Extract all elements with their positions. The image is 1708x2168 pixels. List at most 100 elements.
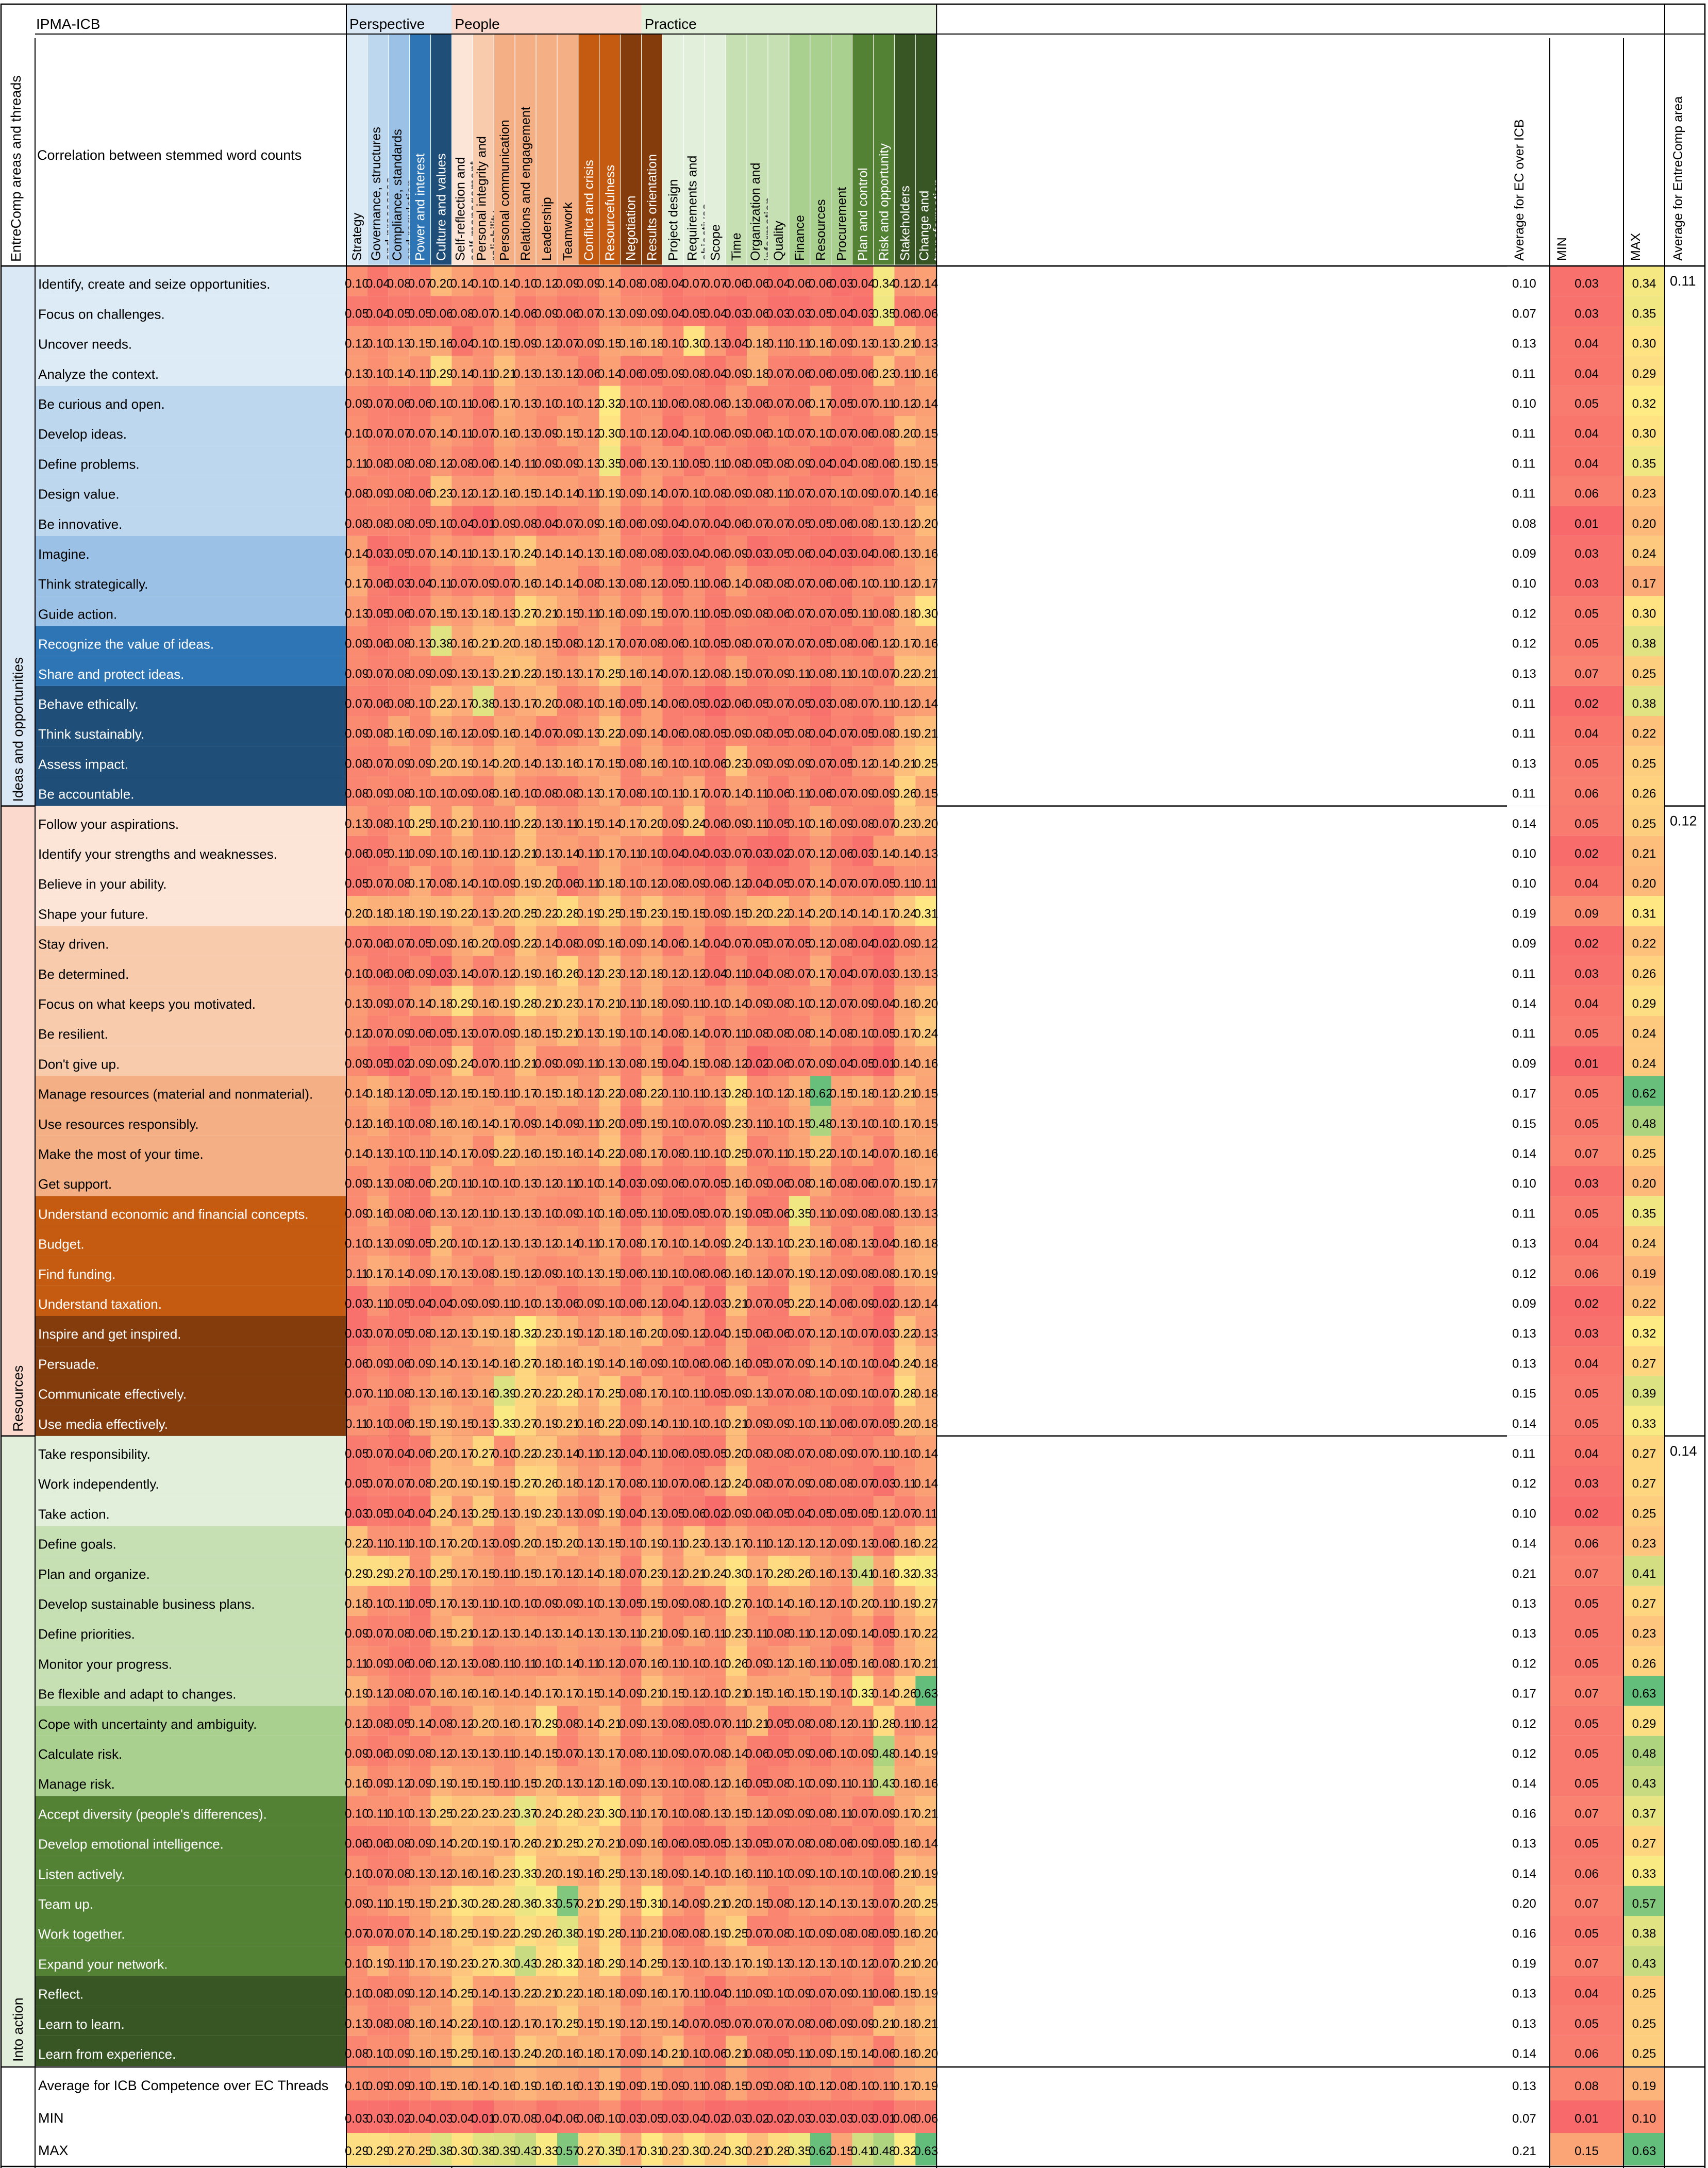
summary-cell-value: 0.03 <box>1575 547 1599 561</box>
heatmap-cell-value: 0.48 <box>809 1117 833 1131</box>
heatmap-cell-value: 0.14 <box>387 1267 411 1281</box>
heatmap-cell-value: 0.06 <box>788 367 812 381</box>
summary-cell-value: 0.05 <box>1575 397 1599 411</box>
heatmap-cell-value: 0.14 <box>682 937 706 951</box>
heatmap-cell <box>620 266 642 296</box>
heatmap-cell-value: 0.08 <box>408 1477 432 1491</box>
summary-cell-value: 0.10 <box>1512 397 1536 411</box>
heatmap-cell-value: 0.13 <box>366 1147 390 1161</box>
heatmap-cell <box>831 476 852 506</box>
heatmap-cell-value: 0.17 <box>577 757 601 771</box>
heatmap-cell-value: 0.23 <box>682 1537 706 1551</box>
heatmap-cell-value: 0.16 <box>809 817 833 831</box>
heatmap-cell-value: 0.14 <box>682 1027 706 1041</box>
heatmap-cell-value: 0.07 <box>766 2017 791 2031</box>
footer-cell-value: 0.23 <box>661 2144 685 2158</box>
heatmap-cell-value: 0.21 <box>893 757 917 771</box>
heatmap-cell <box>726 416 747 446</box>
heatmap-cell-value: 0.25 <box>598 667 622 681</box>
heatmap-cell-value: 0.31 <box>914 907 938 921</box>
summary-cell-value: 0.04 <box>1575 457 1599 471</box>
heatmap-cell-value: 0.07 <box>682 1177 706 1191</box>
heatmap-cell-value: 0.11 <box>809 1207 832 1221</box>
heatmap-cell-value: 0.09 <box>619 1987 643 2001</box>
summary-cell-value: 0.19 <box>1632 1267 1656 1281</box>
summary-cell-value: 0.14 <box>1512 1777 1536 1791</box>
heatmap-cell-value: 0.10 <box>682 637 706 651</box>
heatmap-cell <box>683 416 705 446</box>
heatmap-cell-value: 0.05 <box>661 1207 685 1221</box>
heatmap-cell-value: 0.06 <box>788 277 812 291</box>
heatmap-cell-value: 0.18 <box>640 337 664 351</box>
row-label: Be curious and open. <box>38 396 165 412</box>
heatmap-cell-value: 0.11 <box>409 1147 432 1161</box>
summary-cell <box>1550 506 1623 536</box>
heatmap-cell-value: 0.14 <box>809 1297 833 1311</box>
column-header-label: Risk and opportunity <box>877 143 892 261</box>
heatmap-cell <box>409 266 431 296</box>
heatmap-cell-value: 0.17 <box>366 1267 390 1281</box>
summary-cell-value: 0.06 <box>1575 1867 1599 1881</box>
heatmap-cell <box>852 386 874 416</box>
column-header-label: Culture and values <box>434 154 449 261</box>
heatmap-cell-value: 0.18 <box>366 907 390 921</box>
summary-cell-value: 0.11 <box>1512 1027 1535 1041</box>
heatmap-cell-value: 0.19 <box>450 757 475 771</box>
heatmap-cell-value: 0.14 <box>513 1747 538 1761</box>
heatmap-cell-value: 0.08 <box>724 637 748 651</box>
column-header-cell <box>704 34 726 265</box>
heatmap-cell-value: 0.07 <box>556 1747 580 1761</box>
heatmap-cell-value: 0.21 <box>872 2017 896 2031</box>
summary-cell-value: 0.22 <box>1632 1297 1656 1311</box>
heatmap-cell-value: 0.07 <box>619 1657 643 1671</box>
summary-cell-value: 0.11 <box>1512 727 1535 741</box>
row-label: Take action. <box>38 1506 110 1522</box>
heatmap-cell-value: 0.27 <box>513 1357 538 1371</box>
summary-cell-value: 0.24 <box>1632 1057 1656 1071</box>
heatmap-cell-value: 0.06 <box>766 1057 791 1071</box>
heatmap-cell-value: 0.10 <box>556 1267 580 1281</box>
heatmap-cell-value: 0.11 <box>450 547 474 561</box>
heatmap-cell-value: 0.08 <box>387 487 411 501</box>
heatmap-cell-value: 0.07 <box>745 667 769 681</box>
heatmap-cell-value: 0.21 <box>450 817 475 831</box>
heatmap-cell-value: 0.04 <box>766 277 791 291</box>
footer-cell-value: 0.08 <box>703 2079 727 2093</box>
heatmap-cell-value: 0.30 <box>724 1567 748 1581</box>
heatmap-cell-value: 0.09 <box>577 937 601 951</box>
heatmap-cell-value: 0.04 <box>387 1447 411 1461</box>
heatmap-cell-value: 0.14 <box>598 367 622 381</box>
heatmap-cell-value: 0.06 <box>851 427 875 441</box>
summary-cell-value: 0.13 <box>1512 1987 1536 2001</box>
heatmap-cell-value: 0.08 <box>682 727 706 741</box>
footer-cell-value: 0.30 <box>682 2144 706 2158</box>
heatmap-cell <box>641 266 663 296</box>
heatmap-cell-value: 0.05 <box>830 607 854 621</box>
heatmap-cell-value: 0.15 <box>914 427 938 441</box>
heatmap-cell-value: 0.09 <box>619 307 643 321</box>
heatmap-cell-value: 0.05 <box>872 877 896 891</box>
heatmap-cell-value: 0.09 <box>851 997 875 1011</box>
heatmap-cell-value: 0.07 <box>788 577 812 591</box>
heatmap-cell-value: 0.13 <box>534 1627 559 1641</box>
heatmap-cell-value: 0.24 <box>534 1807 559 1821</box>
heatmap-cell-value: 0.10 <box>809 1867 833 1881</box>
footer-summary-value: 0.15 <box>1575 2144 1599 2158</box>
heatmap-cell-value: 0.06 <box>851 1177 875 1191</box>
row-label: Develop sustainable business plans. <box>38 1596 255 1612</box>
heatmap-cell-value: 0.14 <box>345 1147 369 1161</box>
heatmap-cell-value: 0.09 <box>366 487 390 501</box>
footer-cell-value: 0.38 <box>471 2144 495 2158</box>
heatmap-cell-value: 0.07 <box>408 547 432 561</box>
heatmap-cell-value: 0.10 <box>619 397 643 411</box>
heatmap-cell <box>852 326 874 356</box>
heatmap-cell-value: 0.20 <box>429 1237 454 1251</box>
summary-cell-value: 0.03 <box>1575 1477 1599 1491</box>
heatmap-cell-value: 0.16 <box>492 487 516 501</box>
summary-cell-value: 0.04 <box>1575 1987 1599 2001</box>
heatmap-cell-value: 0.10 <box>429 517 454 531</box>
heatmap-cell-value: 0.09 <box>682 1897 706 1911</box>
heatmap-cell-value: 0.11 <box>893 1717 916 1731</box>
row-label: Cope with uncertainty and ambiguity. <box>38 1716 257 1732</box>
heatmap-cell-value: 0.28 <box>513 997 538 1011</box>
